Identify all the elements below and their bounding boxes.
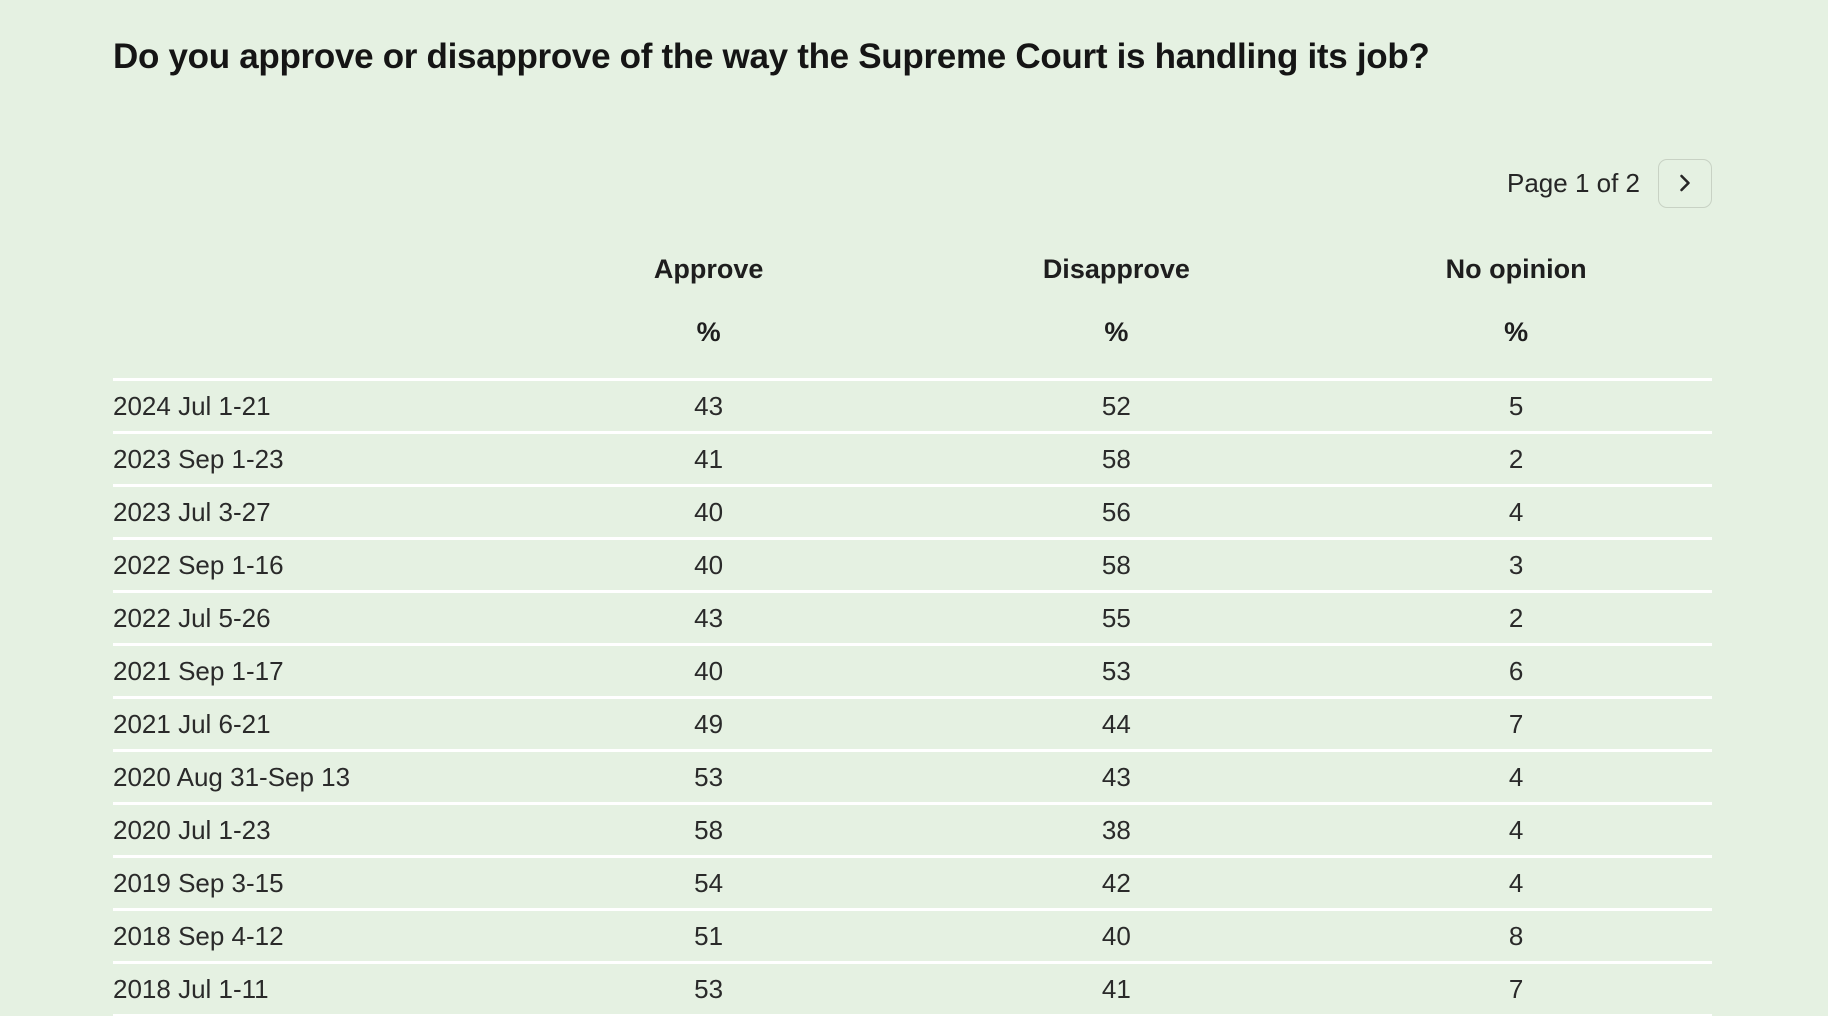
row-value-disapprove: 53 (912, 643, 1321, 698)
page-title: Do you approve or disapprove of the way … (113, 37, 1430, 76)
row-value-disapprove: 55 (912, 590, 1321, 645)
poll-results-table: Approve Disapprove No opinion % % % 2024… (113, 254, 1712, 1016)
row-value-no-opinion: 5 (1320, 378, 1712, 433)
date-column-header (113, 254, 505, 297)
row-value-approve: 40 (504, 537, 913, 592)
row-value-approve: 40 (504, 484, 913, 539)
row-value-approve: 40 (504, 643, 913, 698)
table-row: 2021 Sep 1-17 40 53 6 (113, 643, 1712, 698)
column-header-disapprove: Disapprove (1042, 254, 1190, 284)
table-row: 2022 Jul 5-26 43 55 2 (113, 590, 1712, 645)
row-value-disapprove: 44 (912, 696, 1321, 751)
row-value-no-opinion: 8 (1320, 908, 1712, 963)
row-value-approve: 54 (504, 855, 913, 910)
row-value-disapprove: 52 (912, 378, 1321, 433)
table-header: Approve Disapprove No opinion % % % (113, 254, 1712, 380)
row-value-no-opinion: 4 (1320, 484, 1712, 539)
row-value-no-opinion: 6 (1320, 643, 1712, 698)
row-date: 2018 Jul 1-11 (113, 961, 505, 1016)
unit-disapprove: % (1104, 317, 1129, 347)
row-date: 2022 Jul 5-26 (113, 590, 505, 645)
column-header-no-opinion: No opinion (1445, 254, 1587, 284)
row-date: 2018 Sep 4-12 (113, 908, 505, 963)
row-value-disapprove: 38 (912, 802, 1321, 857)
row-value-approve: 43 (504, 378, 913, 433)
row-value-approve: 43 (504, 590, 913, 645)
row-value-disapprove: 58 (912, 431, 1321, 486)
chevron-right-icon (1673, 171, 1697, 195)
date-column-unit (113, 297, 505, 380)
row-value-approve: 53 (504, 749, 913, 804)
row-value-disapprove: 43 (912, 749, 1321, 804)
row-date: 2024 Jul 1-21 (113, 378, 505, 433)
table-row: 2024 Jul 1-21 43 52 5 (113, 378, 1712, 433)
row-date: 2022 Sep 1-16 (113, 537, 505, 592)
pagination-status: Page 1 of 2 (1507, 167, 1640, 198)
row-value-approve: 53 (504, 961, 913, 1016)
next-page-button[interactable] (1658, 158, 1712, 208)
unit-approve: % (696, 317, 721, 347)
row-value-no-opinion: 2 (1320, 590, 1712, 645)
table-row: 2020 Jul 1-23 58 38 4 (113, 802, 1712, 857)
row-date: 2021 Sep 1-17 (113, 643, 505, 698)
row-value-disapprove: 41 (912, 961, 1321, 1016)
row-value-no-opinion: 3 (1320, 537, 1712, 592)
row-value-no-opinion: 4 (1320, 749, 1712, 804)
pagination: Page 1 of 2 (113, 158, 1712, 208)
table-row: 2023 Sep 1-23 41 58 2 (113, 431, 1712, 486)
column-header-approve: Approve (653, 254, 764, 284)
table-row: 2018 Jul 1-11 53 41 7 (113, 961, 1712, 1016)
row-value-no-opinion: 2 (1320, 431, 1712, 486)
row-date: 2023 Jul 3-27 (113, 484, 505, 539)
table-row: 2020 Aug 31-Sep 13 53 43 4 (113, 749, 1712, 804)
row-date: 2019 Sep 3-15 (113, 855, 505, 910)
row-date: 2021 Jul 6-21 (113, 696, 505, 751)
row-date: 2020 Jul 1-23 (113, 802, 505, 857)
row-value-disapprove: 42 (912, 855, 1321, 910)
table-row: 2021 Jul 6-21 49 44 7 (113, 696, 1712, 751)
row-date: 2023 Sep 1-23 (113, 431, 505, 486)
row-value-disapprove: 58 (912, 537, 1321, 592)
table-row: 2022 Sep 1-16 40 58 3 (113, 537, 1712, 592)
row-value-approve: 58 (504, 802, 913, 857)
row-value-disapprove: 56 (912, 484, 1321, 539)
row-value-no-opinion: 4 (1320, 802, 1712, 857)
row-value-no-opinion: 4 (1320, 855, 1712, 910)
row-date: 2020 Aug 31-Sep 13 (113, 749, 505, 804)
row-value-approve: 41 (504, 431, 913, 486)
unit-no-opinion: % (1504, 317, 1529, 347)
row-value-no-opinion: 7 (1320, 961, 1712, 1016)
table-row: 2019 Sep 3-15 54 42 4 (113, 855, 1712, 910)
row-value-approve: 51 (504, 908, 913, 963)
table-row: 2023 Jul 3-27 40 56 4 (113, 484, 1712, 539)
row-value-no-opinion: 7 (1320, 696, 1712, 751)
row-value-disapprove: 40 (912, 908, 1321, 963)
row-value-approve: 49 (504, 696, 913, 751)
table-body: 2024 Jul 1-21 43 52 5 2023 Sep 1-23 41 58 2 2023… (113, 378, 1712, 1016)
table-row: 2018 Sep 4-12 51 40 8 (113, 908, 1712, 963)
